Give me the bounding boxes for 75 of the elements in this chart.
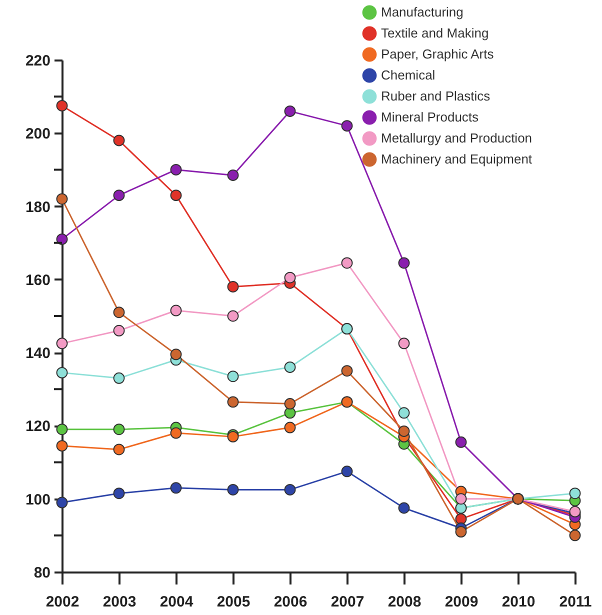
point	[455, 436, 467, 448]
point	[398, 338, 410, 350]
point	[284, 361, 296, 373]
point	[113, 324, 125, 336]
point	[227, 281, 239, 292]
point	[113, 424, 125, 436]
point	[56, 440, 68, 452]
x-tick-label: 2003	[102, 594, 136, 610]
legend-label: Manufacturing	[381, 4, 464, 20]
legend-label: Ruber and Plastics	[381, 88, 491, 104]
point	[284, 105, 296, 117]
point	[113, 190, 125, 202]
legend-label: Machinery and Equipment	[381, 152, 532, 166]
point	[170, 348, 182, 360]
point	[227, 484, 239, 496]
y-tick-label: 160	[25, 272, 50, 289]
point	[113, 444, 125, 456]
point	[113, 372, 125, 384]
point	[170, 482, 182, 494]
x-tick-label: 2008	[388, 594, 422, 610]
point	[227, 310, 239, 322]
point	[56, 424, 68, 436]
point	[113, 134, 125, 146]
point	[569, 530, 581, 542]
x-tick-label: 2005	[216, 594, 250, 610]
point	[113, 488, 125, 500]
point	[227, 370, 239, 382]
y-tick-label: 140	[25, 345, 50, 362]
y-tick-label: 120	[25, 418, 50, 436]
point	[113, 306, 125, 318]
point	[227, 396, 239, 408]
x-tick-label: 2011	[559, 594, 592, 610]
y-tick-label: 100	[25, 491, 50, 508]
x-tick-label: 2004	[160, 594, 194, 610]
legend-label: Mineral Products	[381, 110, 480, 124]
point	[455, 526, 467, 538]
legend-label: Chemical	[381, 68, 436, 82]
point	[341, 257, 353, 269]
point	[341, 120, 353, 132]
point	[170, 304, 182, 316]
point	[170, 190, 182, 202]
point	[398, 257, 410, 269]
y-tick-label: 180	[25, 198, 50, 216]
x-tick-label: 2007	[330, 594, 364, 610]
point	[170, 164, 182, 176]
point	[56, 496, 68, 508]
point	[569, 488, 581, 500]
x-tick-label: 2002	[46, 594, 80, 610]
point	[398, 425, 410, 437]
x-tick-label: 2010	[502, 594, 536, 610]
point	[56, 366, 68, 378]
point	[56, 338, 68, 350]
legend-label: Paper, Graphic Arts	[381, 46, 494, 62]
point	[284, 272, 296, 284]
point	[227, 169, 239, 181]
point	[284, 398, 296, 410]
point	[56, 193, 68, 205]
point	[398, 502, 410, 514]
point	[170, 427, 182, 439]
x-tick-label: 2009	[444, 594, 478, 610]
point	[398, 407, 410, 419]
y-tick-label: 80	[34, 564, 50, 582]
y-tick-label: 200	[25, 126, 50, 143]
point	[455, 493, 467, 505]
point	[284, 422, 296, 434]
point	[455, 513, 467, 525]
point	[284, 484, 296, 496]
y-tick-label: 220	[25, 52, 50, 70]
point	[56, 233, 68, 245]
legend-label: Textile and Making	[381, 26, 489, 40]
point	[341, 365, 353, 377]
point	[56, 100, 68, 112]
legend-label: Metallurgy and Production	[381, 130, 532, 146]
point	[341, 466, 353, 478]
x-tick-label: 2006	[274, 594, 308, 610]
